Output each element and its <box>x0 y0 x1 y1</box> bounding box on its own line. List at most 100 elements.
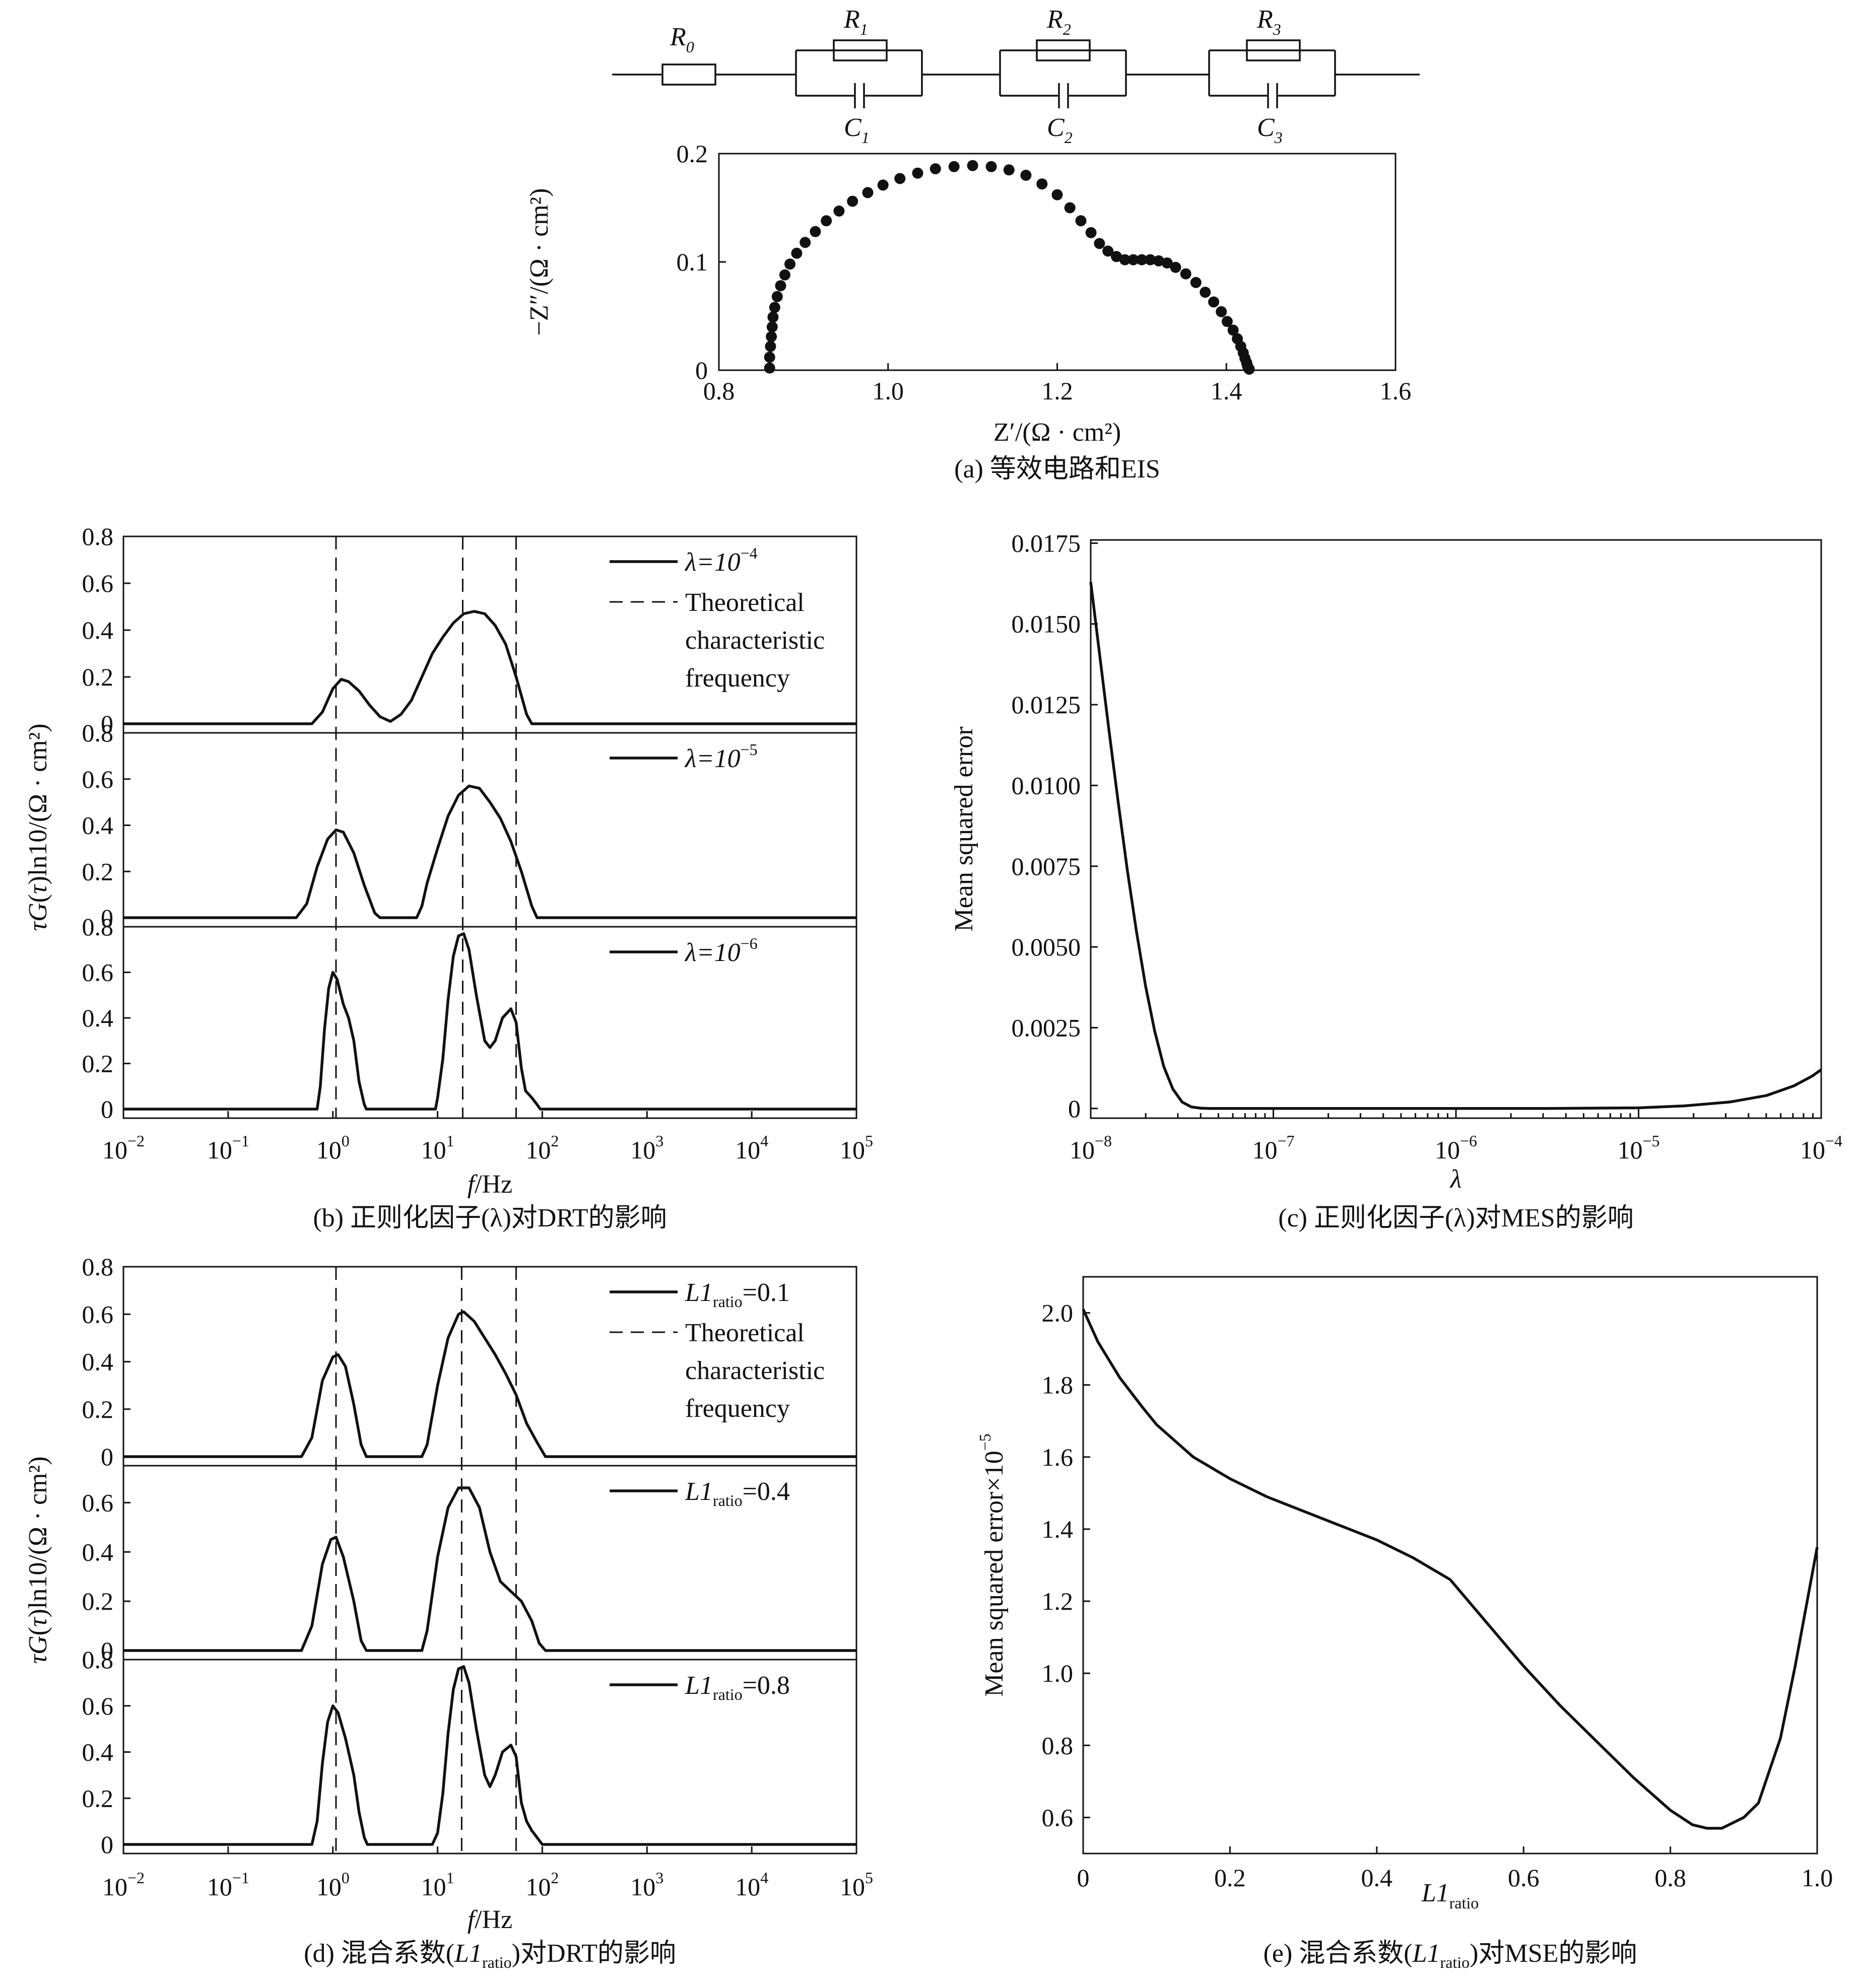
tick-exponent: −1 <box>232 1132 249 1150</box>
data-point <box>929 163 941 175</box>
data-point <box>1180 268 1191 280</box>
tick-exponent: 4 <box>760 1132 768 1150</box>
text-span: 10 <box>1800 1136 1825 1164</box>
subplot-frame <box>122 926 857 1119</box>
legend-label: L1ratio=0.4 <box>685 1477 790 1510</box>
y-tick-label: 0.8 <box>82 719 114 747</box>
y-tick-label: 0.0175 <box>1012 529 1081 557</box>
data-point <box>1153 255 1164 266</box>
text-span: 10 <box>1070 1136 1095 1164</box>
text-span: /Hz <box>475 1170 512 1199</box>
data-point <box>912 167 923 179</box>
data-point <box>779 269 790 281</box>
data-point <box>1075 215 1087 227</box>
drt-curve <box>123 932 856 1111</box>
tick-exponent: −8 <box>1095 1132 1112 1150</box>
legend-subscript: ratio <box>713 1491 743 1510</box>
caption-e: (e) 混合系数(L1ratio)对MSE的影响 <box>1264 1939 1637 1971</box>
rc-element-1: R1 C1 <box>795 5 923 147</box>
legend-label: λ=10−4 <box>684 544 758 577</box>
y-tick-label: 0 <box>101 1095 113 1123</box>
text-span: )ln10/(Ω · cm²) <box>24 723 52 884</box>
tick-exponent: 4 <box>760 1869 768 1887</box>
data-point <box>800 237 811 248</box>
tick-exponent: 3 <box>655 1132 663 1150</box>
text-span: 10 <box>525 1136 551 1164</box>
x-axis-title: Z′/(Ω · cm²) <box>993 418 1121 447</box>
data-point <box>1170 261 1181 273</box>
data-point <box>1161 257 1173 269</box>
text-span: L1 <box>685 1671 713 1700</box>
data-point <box>1119 254 1131 265</box>
data-point <box>1221 316 1233 327</box>
y-tick-label: 1.6 <box>1042 1443 1074 1471</box>
y-tick-label: 0.2 <box>82 1395 114 1423</box>
data-point <box>766 331 777 342</box>
x-tick-label: 0.4 <box>1361 1864 1393 1892</box>
x-tick-label: 1.6 <box>1380 377 1412 405</box>
drt-curve <box>123 1486 856 1652</box>
legend-dashed-label: Theoretical <box>685 1319 805 1347</box>
y-tick-label: 1.0 <box>1042 1659 1074 1687</box>
y-tick-label: 0.8 <box>82 1253 114 1281</box>
x-tick-label: 10−8 <box>1070 1132 1112 1164</box>
data-point <box>985 161 997 172</box>
y-tick-label: 0 <box>101 1443 113 1471</box>
tick-exponent: 5 <box>865 1132 873 1150</box>
caption-subscript: ratio <box>1440 1953 1470 1971</box>
data-point <box>1085 227 1097 238</box>
x-tick-label: 10−2 <box>102 1869 145 1901</box>
text-span: τ <box>24 1616 52 1627</box>
y-tick-label: 0.8 <box>82 522 114 551</box>
y-axis-exponent: −5 <box>976 1433 994 1451</box>
mse-curve <box>1089 582 1822 1110</box>
drt-curve <box>123 1665 856 1846</box>
y-axis-title: τG(τ)ln10/(Ω · cm²) <box>24 1456 52 1664</box>
legend-dashed-label: frequency <box>685 664 790 693</box>
c3-label: C3 <box>1257 113 1283 147</box>
text-span: 10 <box>102 1873 127 1901</box>
text-span: τ <box>24 883 52 894</box>
data-point <box>765 340 776 352</box>
y-tick-label: 0.6 <box>1042 1803 1074 1831</box>
text-span: 10 <box>1617 1136 1642 1164</box>
text-span: 10 <box>1435 1136 1460 1164</box>
chart-c-mse-lambda: 0 0.0025 0.0050 0.0075 0.0100 0.0125 0.0150 0.0… <box>950 529 1842 1232</box>
tick-exponent: −6 <box>1460 1132 1477 1150</box>
y-tick-label: 0.4 <box>82 1738 114 1766</box>
x-tick-label: 0.8 <box>703 377 735 405</box>
data-point <box>1243 363 1255 375</box>
legend-exponent: −6 <box>741 934 758 952</box>
data-point <box>862 187 874 198</box>
x-tick-label: 10−1 <box>207 1132 249 1164</box>
data-point <box>1036 178 1048 190</box>
y-tick-label: 0.0075 <box>1012 852 1081 880</box>
y-tick-label: 0.0125 <box>1012 691 1081 719</box>
y-axis-title: Mean squared error×10−5 <box>976 1433 1009 1697</box>
y-tick-label: 0.0100 <box>1012 771 1081 799</box>
text-span: ( <box>24 894 52 903</box>
y-tick-label: 0.4 <box>82 811 114 840</box>
data-point <box>1102 245 1114 257</box>
x-tick-label: 104 <box>735 1869 768 1901</box>
subplot-frame <box>122 732 857 928</box>
y-tick-label: 0.8 <box>1042 1731 1074 1759</box>
y-tick-label: 1.8 <box>1042 1371 1074 1399</box>
data-point <box>1216 306 1227 317</box>
text-span: ( <box>24 1627 52 1635</box>
r0-label: R0 <box>670 23 694 56</box>
x-axis-title: λ <box>1449 1165 1462 1194</box>
r1-label: R1 <box>843 5 868 38</box>
tick-exponent: 1 <box>446 1132 454 1150</box>
legend-label: λ=10−6 <box>684 934 758 967</box>
tick-exponent: −2 <box>127 1132 145 1150</box>
x-tick-label: 10−1 <box>207 1869 249 1901</box>
text-span: =0.4 <box>743 1477 790 1506</box>
x-axis-subscript: ratio <box>1449 1894 1479 1912</box>
x-tick-label: 1.0 <box>873 377 904 405</box>
data-point <box>764 352 775 363</box>
plot-frame-a <box>718 153 1397 371</box>
text-span: (d) 混合系数( <box>304 1939 454 1968</box>
x-tick-label: 103 <box>630 1869 663 1901</box>
